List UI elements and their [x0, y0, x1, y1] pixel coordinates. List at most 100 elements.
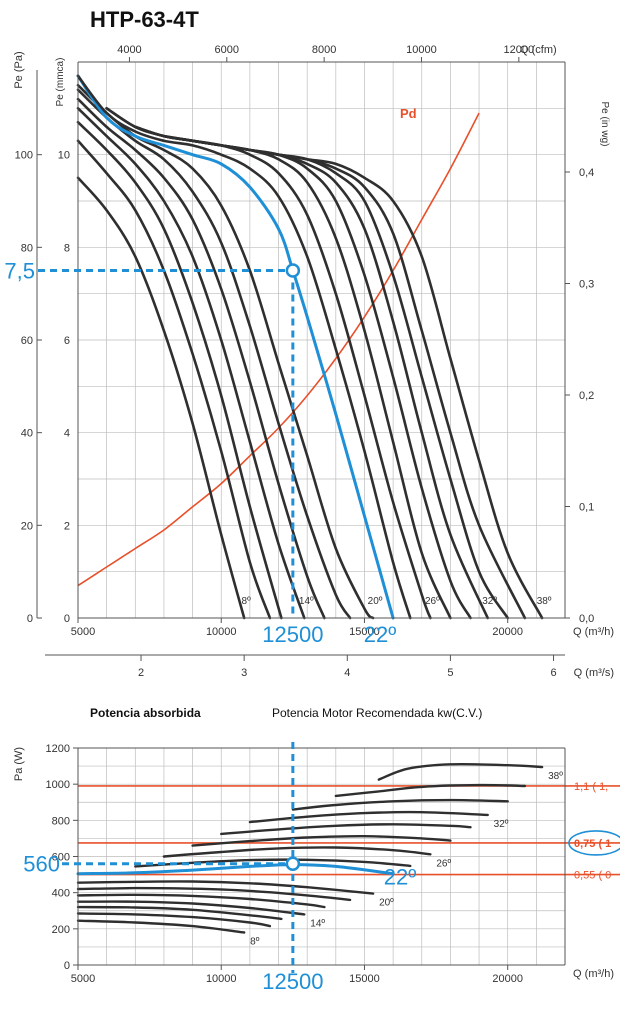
motor-label: 1,1 ( 1,: [574, 781, 608, 793]
q-tick-label: 10000: [206, 973, 237, 985]
pa-tick-label: 0: [27, 613, 33, 625]
pressure-curves: [76, 74, 544, 620]
pa-axis-label: Pe (Pa): [13, 51, 25, 88]
cfm-axis-label: Q (cfm): [520, 44, 557, 56]
power-curve-28: [191, 834, 452, 847]
op-marker: [285, 263, 301, 278]
motor-label: 0,55 ( 0: [574, 870, 611, 882]
op-pe-label: 7,5: [4, 259, 35, 284]
angle-label: 14º: [310, 918, 325, 929]
cfm-tick-label: 10000: [406, 44, 437, 56]
power-axes: 0 200 400 600 800 1000 1200 Pa (W) 5000 10000 1500…: [13, 743, 614, 985]
inwg-tick-label: 0,3: [579, 279, 594, 291]
power-curve-12: [76, 905, 283, 921]
power-curve-34: [291, 798, 509, 811]
motor-label: 0,75 ( 1: [574, 838, 611, 850]
cfm-tick-label: 8000: [312, 44, 336, 56]
pa-axis-label: Pa (W): [13, 747, 25, 781]
power-curve-26: [162, 846, 432, 858]
op-q-label: 12500: [262, 622, 323, 647]
qs-tick-label: 5: [447, 667, 453, 679]
curve-32: [134, 125, 489, 620]
qs-tick-label: 6: [550, 667, 556, 679]
inwg-tick-label: 0,1: [579, 502, 594, 514]
q-tick-label: 10000: [206, 626, 237, 638]
inwg-tick-label: 0,4: [579, 167, 594, 179]
angle-label: 32º: [494, 819, 509, 830]
curve-38: [191, 139, 544, 620]
q-tick-label: 15000: [349, 973, 380, 985]
curve-8: [76, 176, 246, 620]
pressure-operating-point: 7,5 12500 22º: [4, 259, 396, 648]
angle-label: 20º: [368, 596, 383, 607]
power-subtitle: Potencia Motor Recomendada kw(C.V.): [272, 706, 482, 720]
inwg-axis-label: Pe (in wg): [599, 101, 610, 146]
cfm-tick-label: 12000: [504, 44, 535, 56]
mmca-tick-label: 2: [64, 520, 70, 532]
power-curve-36: [334, 783, 527, 798]
pd-label: Pd: [400, 106, 417, 121]
pressure-axes: 0 20 40 60 80 100 Pe (Pa) Pe (mmca) 0 2 4 6 8 10 0,0 0,…: [13, 44, 614, 679]
inwg-tick-label: 0,2: [579, 390, 594, 402]
mmca-tick-label: 0: [64, 613, 70, 625]
power-curve-20: [76, 880, 375, 895]
pa-tick-label: 200: [52, 924, 70, 936]
pa-tick-label: 1200: [46, 743, 70, 755]
qs-tick-label: 3: [241, 667, 247, 679]
curve-14: [76, 107, 306, 620]
pressure-labels: 8º 14º 20º 26º 32º 38º: [242, 596, 552, 607]
model-title: HTP-63-4T: [90, 7, 199, 32]
motor-lines: 1,1 ( 1, 0,75 ( 1 0,55 ( 0: [78, 781, 620, 882]
curve-16: [76, 97, 326, 620]
mmca-tick-label: 4: [64, 428, 70, 440]
angle-label: 8º: [250, 936, 260, 947]
power-curve-22-highlight: [76, 863, 395, 876]
power-grid: [78, 748, 565, 965]
angle-label: 8º: [242, 596, 252, 607]
pressure-chart: Pd 0 20 40 60 80 100 Pe (Pa) Pe (mmca) 0 2 4 6 8 10 0,…: [4, 44, 614, 679]
power-chart: Potencia absorbida Potencia Motor Recome…: [13, 706, 620, 994]
qs-tick-label: 2: [138, 667, 144, 679]
power-curve-32: [248, 810, 489, 824]
power-operating-point: 560 12500 22º: [23, 742, 416, 994]
angle-label: 38º: [537, 596, 552, 607]
power-labels: 8º 14º 20º 26º 32º 38º: [250, 771, 563, 947]
angle-label: 26º: [436, 858, 451, 869]
qs-tick-label: 4: [344, 667, 350, 679]
cfm-tick-label: 6000: [215, 44, 239, 56]
power-curve-30: [220, 823, 472, 836]
angle-label: 14º: [299, 596, 314, 607]
power-curve-8: [76, 919, 246, 934]
mmca-tick-label: 10: [58, 150, 70, 162]
power-curve-14: [76, 900, 306, 916]
power-curve-18: [76, 886, 352, 902]
curve-24: [76, 74, 412, 620]
q-tick-label: 20000: [492, 973, 523, 985]
op-angle-label: 22º: [364, 622, 397, 647]
op-q-label: 12500: [262, 969, 323, 994]
motor-selected-ring: [568, 830, 620, 856]
q-tick-label: 5000: [71, 973, 95, 985]
power-curves: [76, 762, 544, 934]
q-tick-label: 20000: [492, 626, 523, 638]
op-marker: [285, 856, 301, 871]
q-axis-label: Q (m³/h): [573, 968, 614, 980]
pa-tick-label: 60: [21, 335, 33, 347]
pa-tick-label: 20: [21, 520, 33, 532]
q-tick-label: 15000: [349, 626, 380, 638]
angle-label: 26º: [425, 596, 440, 607]
op-pa-label: 560: [23, 852, 60, 877]
cfm-tick-label: 4000: [117, 44, 141, 56]
mmca-tick-label: 6: [64, 335, 70, 347]
q-tick-label: 5000: [71, 626, 95, 638]
power-curve-38: [377, 762, 544, 781]
pa-tick-label: 100: [15, 150, 33, 162]
pa-tick-label: 600: [52, 852, 70, 864]
pa-tick-label: 40: [21, 428, 33, 440]
power-curve-10: [76, 912, 272, 928]
curve-12: [76, 120, 283, 620]
curve-18: [76, 88, 352, 620]
inwg-tick-label: 0,0: [579, 613, 594, 625]
mmca-axis-label: Pe (mmca): [55, 58, 66, 107]
